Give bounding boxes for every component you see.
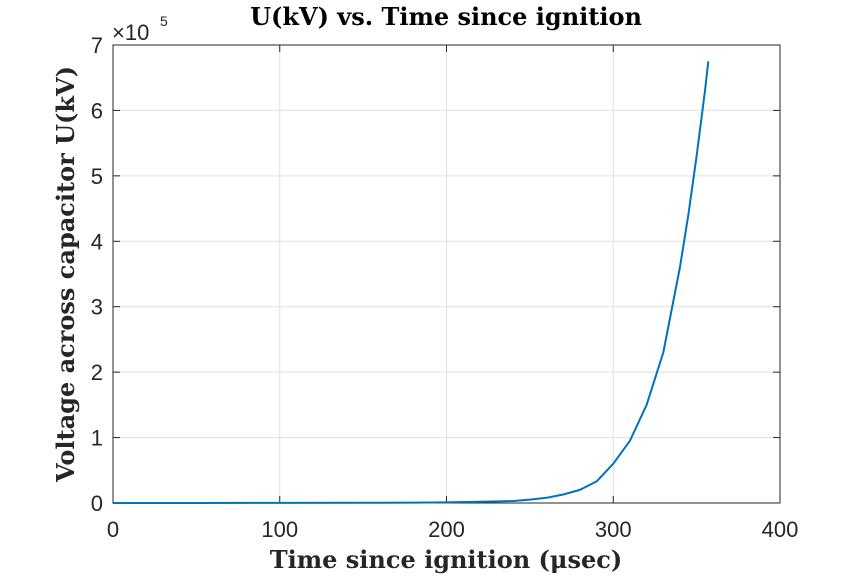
y-tick-label: 7	[91, 33, 103, 58]
series-line	[113, 61, 710, 504]
y-tick-label: 3	[91, 295, 103, 320]
y-tick-label: 0	[91, 491, 103, 516]
x-axis-label: Time since ignition (μsec)	[270, 545, 622, 574]
y-exponent-base: ×10	[112, 20, 149, 45]
chart-title: U(kV) vs. Time since ignition	[250, 2, 642, 31]
x-tick-label: 200	[428, 517, 465, 542]
x-tick-label: 100	[261, 517, 298, 542]
grid	[112, 44, 781, 504]
x-tick-label: 0	[107, 517, 119, 542]
x-tick-label: 400	[762, 517, 799, 542]
series	[113, 61, 710, 504]
y-tick-label: 4	[91, 229, 103, 254]
y-tick-label: 6	[91, 98, 103, 123]
y-tick-label: 5	[91, 164, 103, 189]
y-tick-label: 2	[91, 360, 103, 385]
y-axis-label: Voltage across capacitor U(kV)	[51, 66, 80, 483]
y-exponent-power: 5	[160, 13, 168, 29]
tick-labels: 0 100 200 300 400 0 1 2 3 4 5 6 7	[91, 33, 799, 542]
y-tick-label: 1	[91, 426, 103, 451]
x-tick-label: 300	[595, 517, 632, 542]
